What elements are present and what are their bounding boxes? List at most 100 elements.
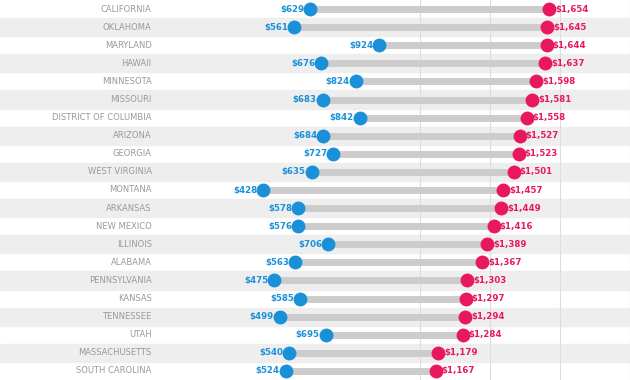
Text: $695: $695 (296, 330, 319, 339)
Point (321, 332, 331, 338)
Text: $1,294: $1,294 (471, 312, 505, 321)
Point (430, 368, 440, 374)
Text: OKLAHOMA: OKLAHOMA (103, 23, 152, 32)
Text: $1,416: $1,416 (500, 222, 533, 231)
Text: $428: $428 (233, 185, 258, 195)
Text: $1,284: $1,284 (469, 330, 502, 339)
Point (316, 60, 326, 66)
Text: $824: $824 (326, 77, 350, 86)
Text: MINNESOTA: MINNESOTA (102, 77, 152, 86)
Point (280, 368, 290, 374)
Text: $524: $524 (256, 366, 280, 375)
Point (527, 97, 537, 103)
Text: HAWAII: HAWAII (122, 59, 152, 68)
Point (290, 259, 300, 265)
Point (542, 42, 552, 48)
Point (498, 187, 508, 193)
Text: $1,501: $1,501 (519, 168, 553, 176)
Text: $1,167: $1,167 (442, 366, 475, 375)
Point (305, 6, 315, 12)
Point (323, 241, 333, 247)
Bar (0, 54, 630, 72)
Text: $683: $683 (293, 95, 317, 104)
Text: $924: $924 (349, 41, 373, 50)
Bar (0, 199, 630, 217)
Text: $1,581: $1,581 (538, 95, 571, 104)
Text: $676: $676 (291, 59, 315, 68)
Point (489, 223, 499, 229)
Text: $1,303: $1,303 (473, 276, 507, 285)
Text: WEST VIRGINIA: WEST VIRGINIA (88, 168, 152, 176)
Text: $629: $629 (280, 5, 304, 14)
Bar (0, 163, 630, 181)
Point (275, 314, 285, 320)
Text: CALIFORNIA: CALIFORNIA (101, 5, 152, 14)
Text: $684: $684 (293, 131, 317, 140)
Point (295, 296, 305, 302)
Point (531, 78, 541, 84)
Point (542, 24, 553, 30)
Text: ILLINOIS: ILLINOIS (117, 240, 152, 249)
Text: $1,449: $1,449 (507, 204, 541, 212)
Text: $1,645: $1,645 (553, 23, 587, 32)
Text: UTAH: UTAH (129, 330, 152, 339)
Text: $475: $475 (244, 276, 268, 285)
Text: $540: $540 (260, 348, 284, 357)
Point (355, 115, 365, 121)
Text: $1,637: $1,637 (551, 59, 585, 68)
Text: ALABAMA: ALABAMA (111, 258, 152, 267)
Text: GEORGIA: GEORGIA (113, 149, 152, 158)
Point (374, 42, 384, 48)
Text: $1,523: $1,523 (525, 149, 558, 158)
Text: $842: $842 (330, 113, 354, 122)
Text: $706: $706 (298, 240, 322, 249)
Point (289, 24, 299, 30)
Text: $585: $585 (270, 294, 294, 303)
Bar (0, 18, 630, 36)
Point (433, 350, 444, 356)
Point (515, 133, 525, 139)
Text: $578: $578 (268, 204, 292, 212)
Text: MONTANA: MONTANA (109, 185, 152, 195)
Text: $1,527: $1,527 (525, 131, 559, 140)
Bar (0, 127, 630, 145)
Text: SOUTH CAROLINA: SOUTH CAROLINA (76, 366, 152, 375)
Point (269, 277, 279, 283)
Text: MISSOURI: MISSOURI (110, 95, 152, 104)
Point (328, 151, 338, 157)
Text: PENNSYLVANIA: PENNSYLVANIA (89, 276, 152, 285)
Point (513, 151, 524, 157)
Text: $561: $561 (265, 23, 289, 32)
Point (318, 133, 328, 139)
Text: ARKANSAS: ARKANSAS (106, 204, 152, 212)
Text: $1,297: $1,297 (472, 294, 505, 303)
Point (293, 223, 303, 229)
Text: TENNESSEE: TENNESSEE (103, 312, 152, 321)
Bar (0, 90, 630, 109)
Point (508, 169, 518, 175)
Text: $1,654: $1,654 (555, 5, 588, 14)
Point (461, 296, 471, 302)
Text: MASSACHUSETTS: MASSACHUSETTS (78, 348, 152, 357)
Text: DISTRICT OF COLUMBIA: DISTRICT OF COLUMBIA (52, 113, 152, 122)
Text: $1,644: $1,644 (553, 41, 587, 50)
Point (478, 259, 488, 265)
Bar (0, 235, 630, 253)
Text: MARYLAND: MARYLAND (105, 41, 152, 50)
Text: $563: $563 (265, 258, 289, 267)
Point (461, 314, 471, 320)
Text: KANSAS: KANSAS (118, 294, 152, 303)
Point (522, 115, 532, 121)
Text: $1,558: $1,558 (533, 113, 566, 122)
Point (306, 169, 316, 175)
Point (483, 241, 493, 247)
Bar (0, 271, 630, 290)
Point (462, 277, 472, 283)
Text: $1,367: $1,367 (488, 258, 522, 267)
Point (541, 60, 551, 66)
Text: $1,179: $1,179 (444, 348, 478, 357)
Text: $1,457: $1,457 (509, 185, 542, 195)
Point (318, 97, 328, 103)
Text: $635: $635 (282, 168, 306, 176)
Point (458, 332, 468, 338)
